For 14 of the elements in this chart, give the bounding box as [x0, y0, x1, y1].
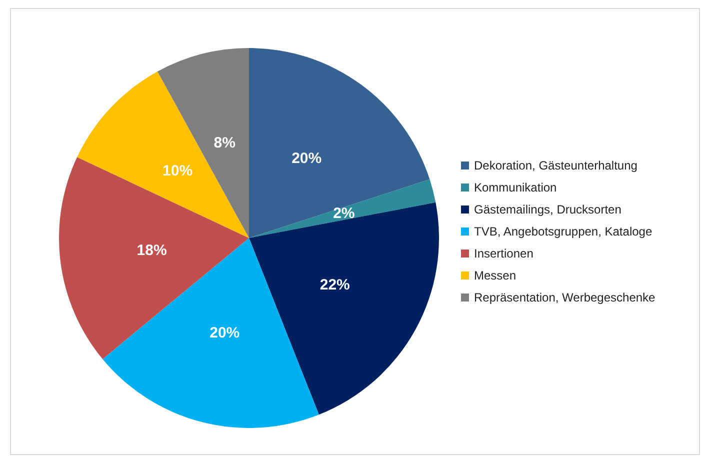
legend-label: Gästemailings, Drucksorten: [474, 202, 622, 216]
data-label: 8%: [214, 134, 236, 152]
data-label: 2%: [333, 205, 355, 222]
data-label: 10%: [162, 162, 193, 180]
data-label: 20%: [210, 324, 240, 342]
data-label: 20%: [292, 150, 322, 168]
data-label: 22%: [320, 276, 350, 294]
legend-label: TVB, Angebotsgruppen, Kataloge: [474, 224, 652, 238]
legend-label: Messen: [474, 268, 516, 282]
legend-label: Dekoration, Gästeunterhaltung: [474, 158, 638, 172]
legend-label: Repräsentation, Werbegeschenke: [474, 290, 656, 304]
legend-label: Insertionen: [474, 246, 534, 260]
data-label: 18%: [136, 242, 167, 259]
legend-label: Kommunikation: [474, 180, 557, 194]
